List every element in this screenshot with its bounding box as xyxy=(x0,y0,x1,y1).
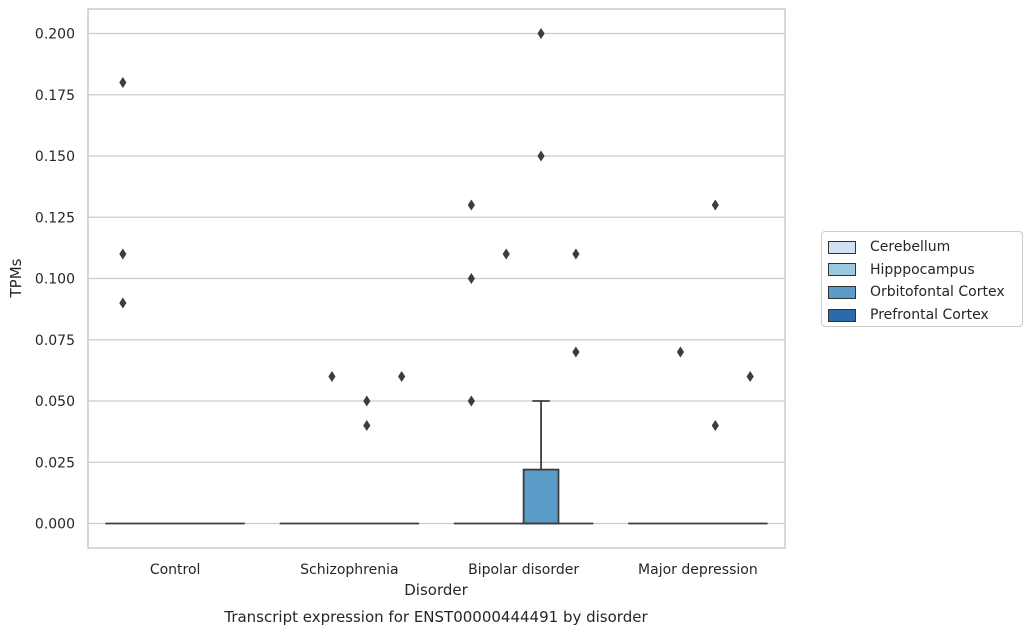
outlier-point xyxy=(398,371,406,382)
outlier-point xyxy=(502,248,510,260)
box-plot xyxy=(453,199,489,525)
box xyxy=(522,468,560,525)
outlier-point xyxy=(467,199,475,211)
y-tick-label: 0.000 xyxy=(35,517,75,533)
y-tick-label: 0.125 xyxy=(35,210,75,226)
y-tick-label: 0.025 xyxy=(35,455,75,471)
y-tick-label: 0.150 xyxy=(35,149,75,165)
outlier-point xyxy=(363,395,371,407)
x-tick-label: Bipolar disorder xyxy=(468,562,579,578)
box-plot xyxy=(663,346,698,525)
outlier-point xyxy=(467,395,475,407)
outlier-point xyxy=(119,297,127,309)
y-tick-label: 0.100 xyxy=(35,272,75,288)
legend-item: Orbitofontal Cortex xyxy=(828,281,1022,304)
y-tick-label: 0.200 xyxy=(35,27,75,43)
y-axis-title: TPMs xyxy=(7,258,25,298)
box-plot xyxy=(558,248,594,525)
legend-swatch xyxy=(828,263,856,277)
y-tick-label: 0.175 xyxy=(35,88,75,104)
legend-swatch xyxy=(828,285,856,299)
plot-border xyxy=(87,8,786,549)
box-plot xyxy=(105,77,141,525)
outlier-point xyxy=(572,346,580,358)
outlier-point xyxy=(537,28,545,39)
legend-label: Prefrontal Cortex xyxy=(870,307,989,324)
chart-legend: Cerebellum Hipppocampus Orbitofontal Corte… xyxy=(821,231,1023,327)
outlier-point xyxy=(711,199,719,211)
legend-label: Cerebellum xyxy=(870,239,951,256)
outlier-point xyxy=(363,420,371,431)
plot-frame xyxy=(87,8,786,549)
legend-label: Hipppocampus xyxy=(870,261,975,278)
outlier-point xyxy=(119,77,127,88)
legend-item: Prefrontal Cortex xyxy=(828,304,1022,327)
legend-item: Hipppocampus xyxy=(828,259,1022,282)
chart-title: Transcript expression for ENST0000044449… xyxy=(223,608,648,626)
outlier-point xyxy=(711,420,719,431)
gridlines xyxy=(88,32,785,525)
outlier-point xyxy=(328,371,336,382)
y-tick-label: 0.075 xyxy=(35,333,75,349)
box-plot xyxy=(732,371,768,525)
legend-item: Cerebellum xyxy=(828,236,1022,259)
y-tick-label: 0.050 xyxy=(35,394,75,410)
outlier-point xyxy=(467,273,475,284)
legend-swatch xyxy=(828,308,856,322)
box-plot xyxy=(349,395,385,525)
box-plot xyxy=(384,371,420,525)
outlier-point xyxy=(537,150,545,162)
x-tick-label: Control xyxy=(150,562,201,578)
outlier-point xyxy=(746,371,754,382)
box-plot xyxy=(522,28,560,525)
outlier-point xyxy=(676,346,685,358)
box-plot xyxy=(488,248,524,525)
x-tick-label: Schizophrenia xyxy=(300,562,398,578)
x-tick-label: Major depression xyxy=(638,562,758,578)
box-plots xyxy=(105,28,768,525)
box-plot xyxy=(697,199,733,525)
legend-swatch xyxy=(828,240,856,254)
outlier-point xyxy=(119,248,127,260)
outlier-point xyxy=(572,248,580,260)
axes: 0.000 0.025 0.050 0.075 0.100 0.125 0.150 0.175… xyxy=(35,27,758,579)
x-axis-title: Disorder xyxy=(404,581,468,599)
box-plot xyxy=(314,371,350,525)
legend-label: Orbitofontal Cortex xyxy=(870,284,1005,301)
